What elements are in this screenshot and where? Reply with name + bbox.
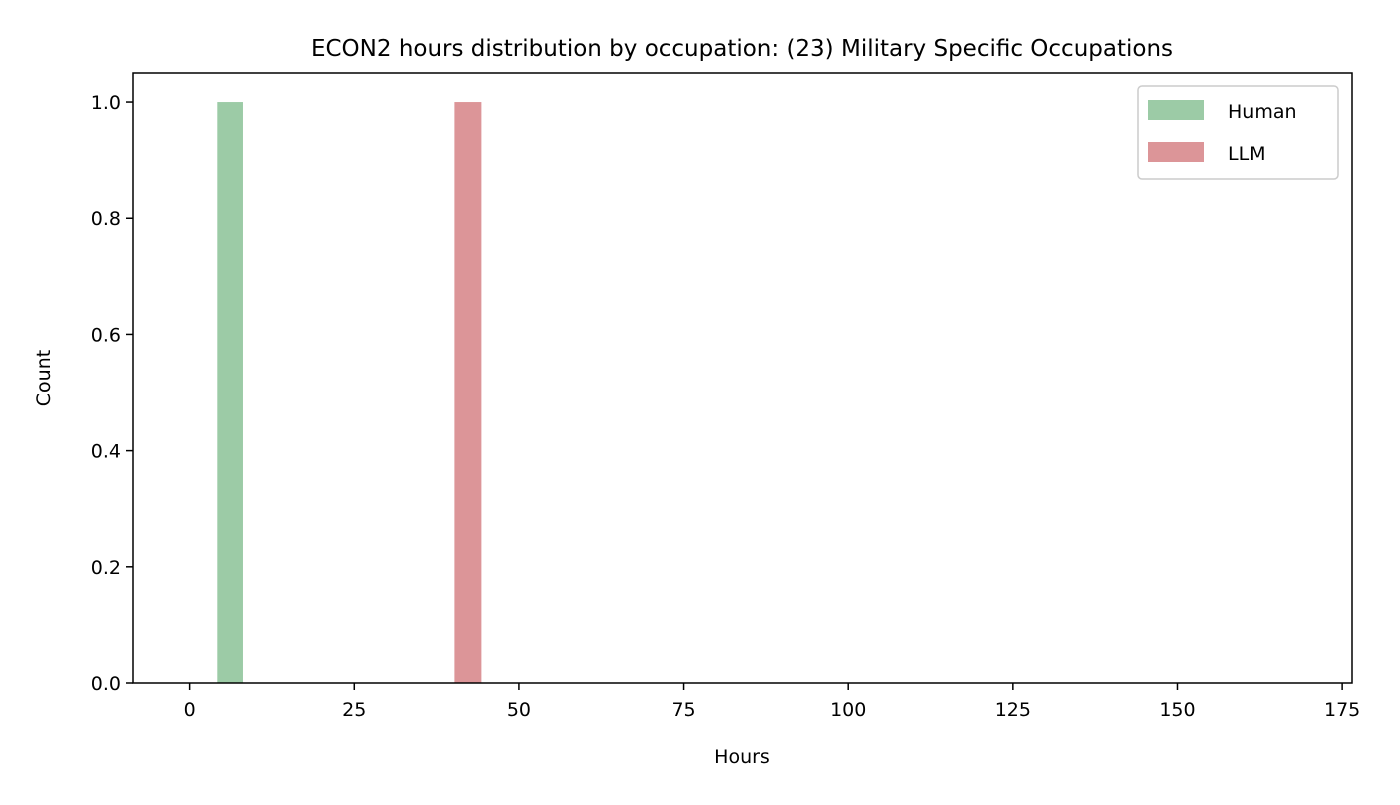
legend-frame [1137, 85, 1339, 180]
x-tick-label: 125 [995, 699, 1031, 721]
legend-label-llm: LLM [1228, 143, 1266, 165]
x-tick-label: 175 [1324, 699, 1360, 721]
bar-llm-0 [454, 102, 482, 684]
x-tick-label: 50 [507, 699, 531, 721]
bars-layer [217, 102, 482, 684]
y-tick-label: 1.0 [91, 92, 121, 114]
bar-human-0 [217, 102, 243, 684]
y-tick-label: 0.4 [91, 441, 121, 463]
x-tick-label: 100 [830, 699, 866, 721]
x-tick-label: 75 [671, 699, 695, 721]
x-tick-label: 150 [1159, 699, 1195, 721]
y-tick-label: 0.0 [91, 673, 121, 695]
y-tick-label: 0.6 [91, 324, 121, 346]
legend: Human LLM [1137, 85, 1339, 180]
x-tick-label: 0 [184, 699, 196, 721]
chart-title: ECON2 hours distribution by occupation: … [311, 36, 1173, 62]
y-axis-ticks: 0.0 0.2 0.4 0.6 0.8 1.0 [91, 92, 133, 695]
plot-frame [132, 72, 1353, 684]
legend-swatch-human [1148, 100, 1204, 120]
x-tick-label: 25 [342, 699, 366, 721]
y-tick-label: 0.8 [91, 208, 121, 230]
legend-swatch-llm [1148, 142, 1204, 162]
y-tick-label: 0.2 [91, 557, 121, 579]
y-axis-label: Count [33, 350, 55, 406]
legend-label-human: Human [1228, 101, 1297, 123]
x-axis-ticks: 0 25 50 75 100 125 150 175 [184, 683, 1360, 721]
x-axis-label: Hours [714, 746, 770, 768]
